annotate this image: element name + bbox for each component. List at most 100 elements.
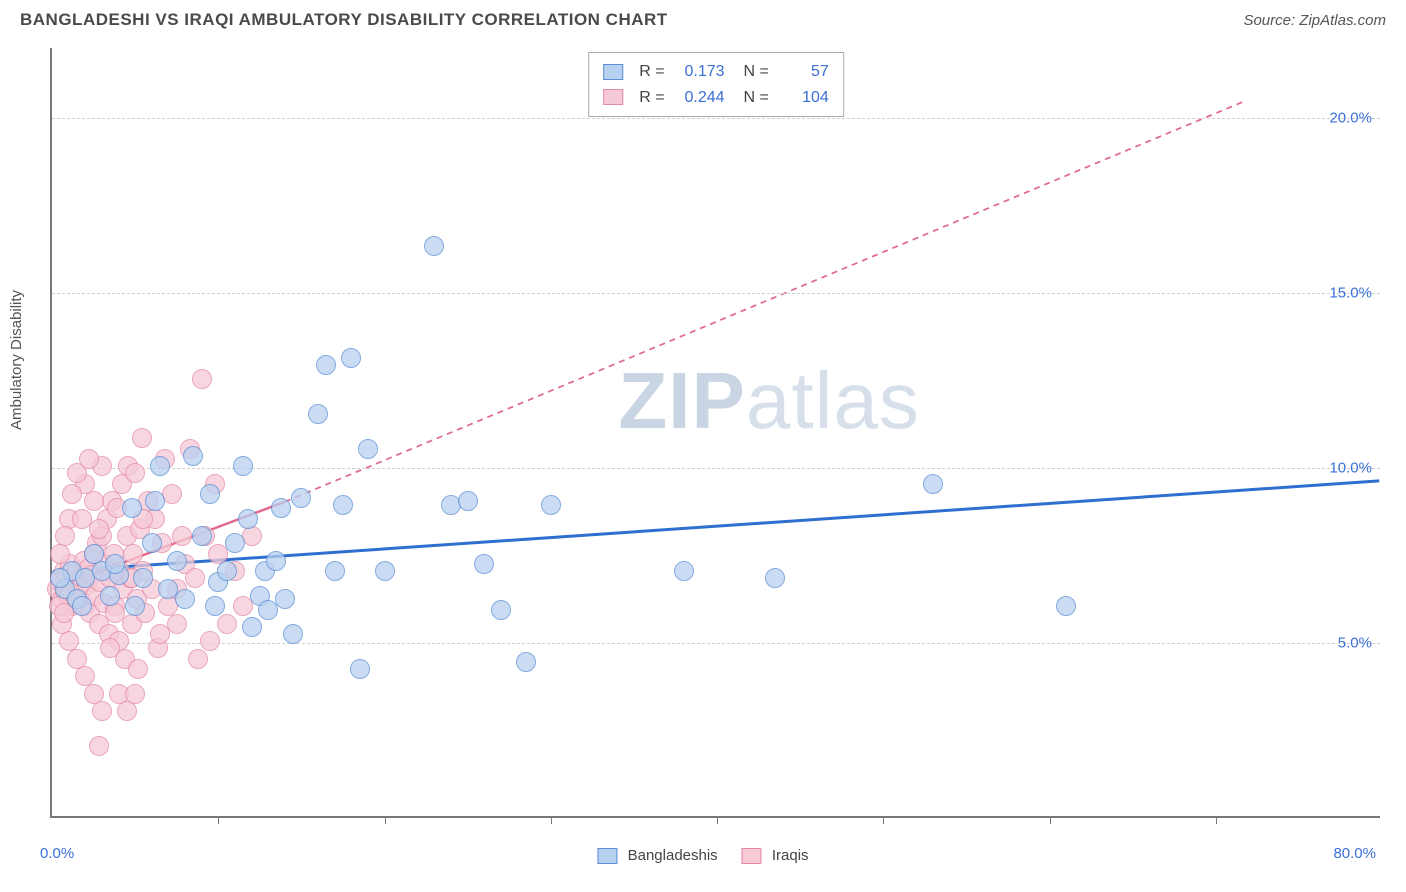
data-point-bangladeshis (233, 456, 253, 476)
data-point-bangladeshis (350, 659, 370, 679)
data-point-bangladeshis (145, 491, 165, 511)
legend-item-bangladeshis: Bangladeshis (597, 847, 717, 864)
data-point-bangladeshis (105, 554, 125, 574)
y-tick-label: 5.0% (1338, 635, 1372, 652)
y-axis-label: Ambulatory Disability (8, 290, 25, 430)
x-tick (1216, 816, 1217, 824)
data-point-bangladeshis (225, 533, 245, 553)
data-point-bangladeshis (133, 568, 153, 588)
data-point-bangladeshis (1056, 596, 1076, 616)
gridline-h (52, 293, 1380, 294)
stats-row-iraqis: R = 0.244 N = 104 (603, 85, 829, 111)
data-point-bangladeshis (122, 498, 142, 518)
data-point-bangladeshis (125, 596, 145, 616)
data-point-iraqis (50, 544, 70, 564)
source-label: Source: ZipAtlas.com (1243, 12, 1386, 29)
data-point-bangladeshis (291, 488, 311, 508)
stats-r-label: R = (639, 85, 664, 111)
stats-r-value-bangladeshis: 0.173 (675, 59, 725, 85)
data-point-bangladeshis (541, 495, 561, 515)
legend-swatch-iraqis (742, 848, 762, 864)
x-origin-label: 0.0% (40, 845, 74, 862)
data-point-bangladeshis (923, 474, 943, 494)
x-tick (883, 816, 884, 824)
data-point-bangladeshis (50, 568, 70, 588)
watermark-part2: atlas (746, 356, 920, 445)
gridline-h (52, 643, 1380, 644)
x-max-label: 80.0% (1333, 845, 1376, 862)
chart-title: BANGLADESHI VS IRAQI AMBULATORY DISABILI… (20, 10, 668, 30)
data-point-iraqis (79, 449, 99, 469)
legend-label-iraqis: Iraqis (772, 847, 809, 864)
data-point-bangladeshis (205, 596, 225, 616)
data-point-iraqis (100, 638, 120, 658)
data-point-iraqis (89, 736, 109, 756)
data-point-bangladeshis (167, 551, 187, 571)
data-point-iraqis (89, 519, 109, 539)
x-tick (551, 816, 552, 824)
data-point-bangladeshis (333, 495, 353, 515)
stats-r-label: R = (639, 59, 664, 85)
stats-n-label: N = (735, 85, 769, 111)
data-point-iraqis (132, 428, 152, 448)
data-point-bangladeshis (72, 596, 92, 616)
data-point-bangladeshis (424, 236, 444, 256)
data-point-bangladeshis (375, 561, 395, 581)
data-point-bangladeshis (358, 439, 378, 459)
stats-legend-box: R = 0.173 N = 57 R = 0.244 N = 104 (588, 52, 844, 117)
data-point-iraqis (172, 526, 192, 546)
data-point-bangladeshis (516, 652, 536, 672)
x-tick (1050, 816, 1051, 824)
data-point-bangladeshis (308, 404, 328, 424)
y-tick-label: 10.0% (1329, 460, 1372, 477)
watermark: ZIPatlas (618, 355, 919, 447)
x-tick (717, 816, 718, 824)
data-point-bangladeshis (325, 561, 345, 581)
data-point-iraqis (117, 701, 137, 721)
stats-swatch-iraqis (603, 89, 623, 105)
data-point-iraqis (62, 484, 82, 504)
data-point-bangladeshis (765, 568, 785, 588)
gridline-h (52, 118, 1380, 119)
y-tick-label: 20.0% (1329, 110, 1372, 127)
x-tick (385, 816, 386, 824)
data-point-bangladeshis (217, 561, 237, 581)
watermark-part1: ZIP (618, 356, 745, 445)
data-point-iraqis (105, 603, 125, 623)
data-point-bangladeshis (84, 544, 104, 564)
data-point-bangladeshis (458, 491, 478, 511)
data-point-bangladeshis (316, 355, 336, 375)
data-point-bangladeshis (474, 554, 494, 574)
stats-swatch-bangladeshis (603, 64, 623, 80)
data-point-iraqis (192, 369, 212, 389)
legend-label-bangladeshis: Bangladeshis (628, 847, 718, 864)
data-point-iraqis (92, 701, 112, 721)
stats-r-value-iraqis: 0.244 (675, 85, 725, 111)
data-point-bangladeshis (341, 348, 361, 368)
data-point-bangladeshis (491, 600, 511, 620)
stats-n-value-bangladeshis: 57 (779, 59, 829, 85)
data-point-iraqis (150, 624, 170, 644)
legend-item-iraqis: Iraqis (742, 847, 809, 864)
data-point-bangladeshis (100, 586, 120, 606)
data-point-bangladeshis (200, 484, 220, 504)
y-tick-label: 15.0% (1329, 285, 1372, 302)
data-point-bangladeshis (242, 617, 262, 637)
data-point-iraqis (217, 614, 237, 634)
data-point-iraqis (185, 568, 205, 588)
scatter-chart: ZIPatlas R = 0.173 N = 57 R = 0.244 N = … (50, 48, 1380, 818)
data-point-bangladeshis (674, 561, 694, 581)
data-point-bangladeshis (183, 446, 203, 466)
data-point-bangladeshis (192, 526, 212, 546)
data-point-bangladeshis (238, 509, 258, 529)
data-point-iraqis (188, 649, 208, 669)
x-tick (218, 816, 219, 824)
legend-swatch-bangladeshis (597, 848, 617, 864)
data-point-iraqis (125, 463, 145, 483)
stats-n-value-iraqis: 104 (779, 85, 829, 111)
data-point-bangladeshis (150, 456, 170, 476)
data-point-bangladeshis (283, 624, 303, 644)
stats-n-label: N = (735, 59, 769, 85)
data-point-iraqis (84, 491, 104, 511)
data-point-bangladeshis (275, 589, 295, 609)
